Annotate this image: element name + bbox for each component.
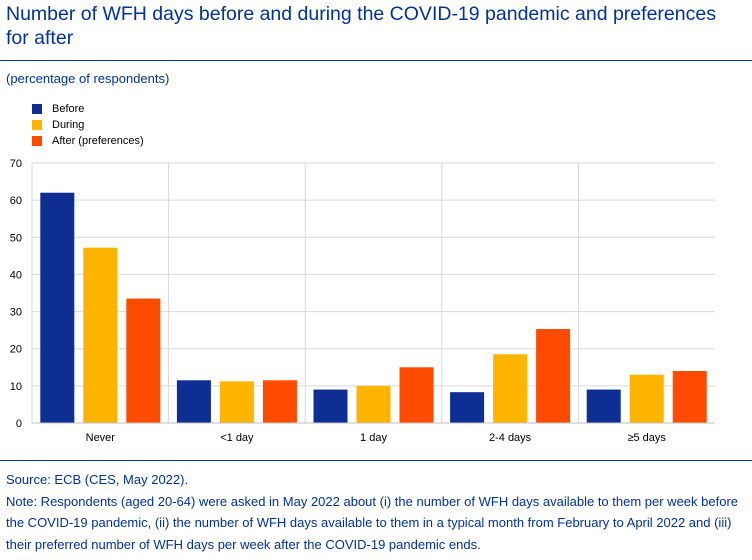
legend-label-during: During: [52, 119, 85, 131]
y-tick-label: 10: [10, 381, 22, 393]
y-tick-label: 40: [10, 269, 22, 281]
legend-label-after: After (preferences): [52, 135, 144, 147]
bar-before-1: [40, 192, 75, 423]
footer-divider: [0, 460, 752, 461]
bar-after-1: [126, 298, 161, 423]
x-tick-label: ≥5 days: [627, 432, 666, 444]
y-tick-label: 30: [10, 307, 22, 319]
chart-subtitle: (percentage of respondents): [6, 71, 170, 86]
bar-before-5: [586, 389, 621, 423]
y-tick-label: 60: [10, 195, 22, 207]
x-tick-label: Never: [86, 432, 116, 444]
legend-swatch-after: [32, 136, 42, 146]
legend-item-after: After (preferences): [32, 133, 144, 149]
x-tick-label: 1 day: [360, 432, 387, 444]
bar-during-5: [629, 374, 664, 423]
y-tick-label: 50: [10, 232, 22, 244]
title-divider: [0, 60, 752, 61]
y-tick-label: 0: [16, 418, 22, 430]
bar-after-5: [672, 371, 707, 423]
source-note: Source: ECB (CES, May 2022).: [6, 472, 189, 487]
y-tick-label: 70: [10, 158, 22, 170]
bar-after-2: [262, 380, 297, 423]
y-tick-label: 20: [10, 344, 22, 356]
methodology-note: Note: Respondents (aged 20-64) were aske…: [6, 493, 739, 552]
chart-title: Number of WFH days before and during the…: [6, 3, 716, 49]
bar-chart: 0 10 20 30 40 50 60 70 Never <1 day 1 day 2-4 days ≥…: [10, 158, 715, 444]
legend-swatch-during: [32, 120, 42, 130]
bar-during-1: [83, 247, 118, 423]
x-tick-label: 2-4 days: [489, 432, 532, 444]
bar-after-4: [536, 329, 571, 423]
bar-after-3: [399, 367, 434, 423]
legend-item-during: During: [32, 117, 144, 133]
bar-during-2: [219, 381, 254, 423]
legend-label-before: Before: [52, 103, 85, 115]
bar-before-3: [313, 389, 348, 423]
legend-item-before: Before: [32, 101, 144, 117]
legend: Before During After (preferences): [32, 101, 144, 149]
x-tick-label: <1 day: [220, 432, 254, 444]
bar-during-4: [493, 354, 528, 423]
notes: Source: ECB (CES, May 2022). Note: Respo…: [6, 469, 746, 555]
legend-swatch-before: [32, 104, 42, 114]
bar-before-4: [450, 392, 485, 423]
bar-before-2: [176, 380, 211, 423]
bar-during-3: [356, 385, 391, 423]
